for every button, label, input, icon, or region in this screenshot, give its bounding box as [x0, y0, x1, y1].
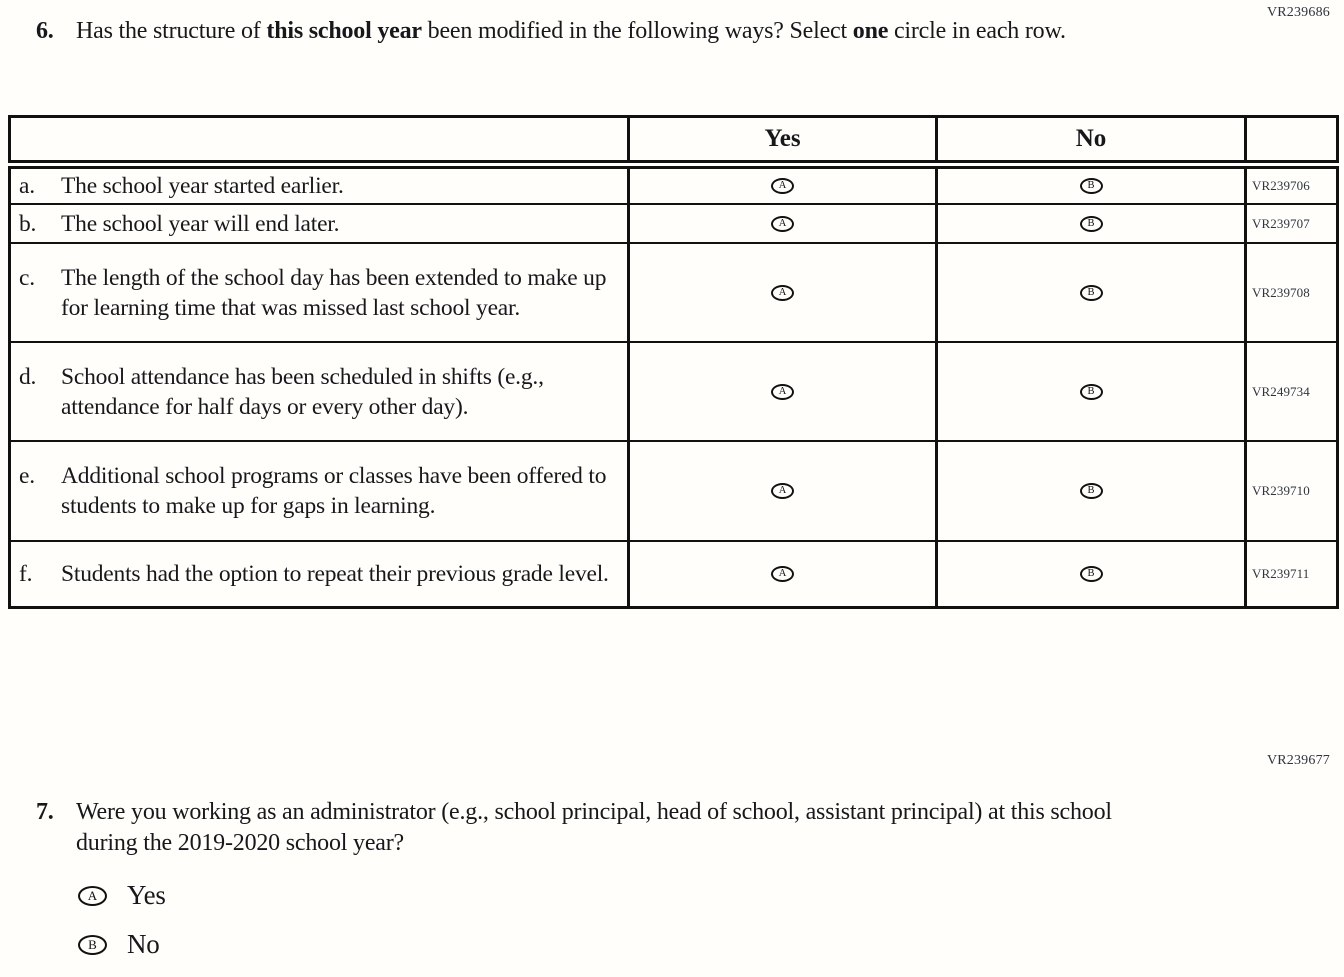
- row-vr-code: VR239711: [1244, 540, 1339, 608]
- row-statement: The length of the school day has been ex…: [61, 264, 607, 321]
- row-letter: a.: [19, 173, 35, 199]
- row-letter: c.: [19, 264, 35, 291]
- row-letter: e.: [19, 463, 35, 489]
- row-f-yes-bubble[interactable]: A: [771, 566, 794, 583]
- table-row: e. Additional school programs or classes …: [8, 440, 1339, 542]
- question-6-response-table: Yes No a. The school year started earlier…: [8, 115, 1339, 609]
- row-c-no-bubble[interactable]: B: [1079, 284, 1103, 301]
- question-7-text: Were you working as an administrator (e.…: [76, 799, 1112, 856]
- row-c-yes-bubble[interactable]: A: [771, 284, 794, 301]
- row-letter: f.: [19, 560, 33, 587]
- option-b-bubble[interactable]: B: [78, 934, 107, 955]
- row-letter: b.: [19, 210, 37, 237]
- question-6-text: Has the structure of this school year be…: [76, 18, 1066, 44]
- row-statement: Additional school programs or classes ha…: [61, 463, 607, 519]
- row-vr-code: VR239706: [1244, 163, 1339, 205]
- row-statement: School attendance has been scheduled in …: [61, 363, 544, 420]
- header-code: [1244, 115, 1339, 169]
- table-row: f. Students had the option to repeat thei…: [8, 540, 1339, 608]
- header-no: No: [935, 115, 1247, 169]
- row-letter: d.: [19, 363, 37, 390]
- question6-vr-code: VR239686: [1266, 5, 1330, 20]
- table-row: d. School attendance has been scheduled i…: [8, 341, 1339, 442]
- question7-vr-code: VR239677: [1266, 753, 1330, 768]
- option-b-label: No: [127, 929, 160, 959]
- table-row: c. The length of the school day has been …: [8, 242, 1339, 343]
- row-statement: The school year started earlier.: [61, 173, 344, 199]
- option-a-bubble[interactable]: A: [78, 885, 107, 906]
- question-7-option-no[interactable]: B No: [78, 929, 160, 960]
- row-vr-code: VR239710: [1244, 440, 1339, 542]
- question-6: 6. Has the structure of this school year…: [36, 16, 1216, 46]
- row-a-no-bubble[interactable]: B: [1079, 178, 1103, 195]
- header-yes: Yes: [627, 115, 938, 169]
- table-row: b. The school year will end later. A B VR…: [8, 203, 1339, 244]
- row-e-no-bubble[interactable]: B: [1079, 483, 1103, 500]
- question-7-number: 7.: [36, 799, 54, 825]
- row-b-no-bubble[interactable]: B: [1079, 215, 1103, 232]
- row-d-yes-bubble[interactable]: A: [771, 383, 794, 400]
- row-statement: Students had the option to repeat their …: [61, 560, 609, 587]
- table-header-row: Yes No: [8, 115, 1339, 169]
- row-statement: The school year will end later.: [61, 210, 340, 237]
- row-e-yes-bubble[interactable]: A: [771, 483, 794, 500]
- option-a-label: Yes: [127, 880, 166, 910]
- row-f-no-bubble[interactable]: B: [1079, 566, 1103, 583]
- table-row: a. The school year started earlier. A B V…: [8, 163, 1339, 205]
- question-7-option-yes[interactable]: A Yes: [78, 880, 166, 911]
- question-7: 7. Were you working as an administrator …: [36, 797, 1136, 859]
- row-vr-code: VR249734: [1244, 341, 1339, 442]
- header-statement: [8, 115, 630, 169]
- row-d-no-bubble[interactable]: B: [1079, 383, 1103, 400]
- question-6-number: 6.: [36, 18, 54, 44]
- row-vr-code: VR239707: [1244, 203, 1339, 244]
- row-b-yes-bubble[interactable]: A: [771, 215, 794, 232]
- row-vr-code: VR239708: [1244, 242, 1339, 343]
- row-a-yes-bubble[interactable]: A: [771, 178, 794, 195]
